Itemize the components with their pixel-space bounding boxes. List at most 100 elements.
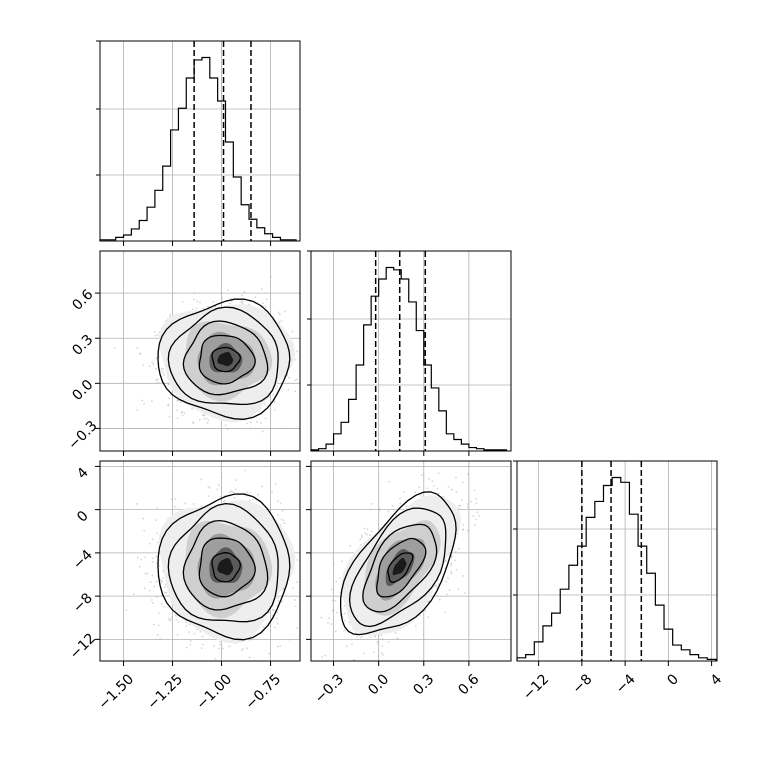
x-tick-label: 0.3 [410, 671, 437, 698]
sample-point [249, 427, 252, 430]
sample-point [373, 635, 376, 638]
sample-point [224, 424, 227, 427]
sample-point [276, 385, 279, 388]
sample-point [156, 541, 159, 544]
sample-point [152, 557, 155, 560]
sample-point [149, 581, 152, 584]
sample-point [188, 631, 191, 633]
sample-point [276, 617, 278, 620]
sample-point [308, 556, 310, 558]
sample-point [200, 647, 203, 650]
density-fill [392, 557, 407, 576]
sample-point [205, 417, 208, 420]
sample-point [183, 412, 186, 415]
sample-point [174, 505, 177, 508]
sample-point [177, 621, 180, 624]
density-panel-0 [113, 275, 303, 433]
density-panel-1 [125, 469, 310, 668]
histogram-0 [99, 56, 297, 241]
sample-point [418, 486, 421, 489]
sample-point [138, 565, 141, 568]
sample-point [431, 480, 434, 483]
sample-point [294, 599, 296, 601]
sample-point [274, 483, 277, 486]
sample-point [381, 637, 384, 640]
sample-point [327, 622, 329, 624]
sample-point [151, 538, 154, 541]
sample-point [244, 469, 247, 472]
sample-point [151, 602, 154, 604]
sample-point [366, 528, 369, 531]
sample-point [195, 307, 198, 310]
y-tick-label: 0.0 [69, 377, 96, 404]
sample-point [176, 634, 179, 636]
sample-point [356, 635, 358, 638]
sample-point [264, 305, 267, 308]
sample-point [288, 638, 291, 641]
sample-point [399, 497, 401, 500]
sample-point [294, 605, 297, 608]
sample-point [475, 498, 477, 500]
sample-point [437, 595, 439, 598]
sample-point [405, 505, 407, 508]
sample-point [151, 561, 154, 563]
sample-point [155, 367, 158, 370]
sample-point [301, 344, 303, 346]
sample-point [207, 485, 210, 488]
sample-point [280, 320, 283, 323]
sample-point [150, 400, 153, 402]
sample-point [201, 505, 203, 508]
sample-point [159, 638, 162, 640]
sample-point [230, 666, 232, 668]
sample-point [301, 386, 303, 388]
sample-point [234, 479, 237, 482]
sample-point [165, 591, 168, 594]
sample-point [321, 655, 323, 658]
sample-point [202, 643, 204, 646]
sample-point [278, 313, 281, 316]
sample-point [277, 311, 280, 314]
sample-point [168, 619, 171, 622]
sample-point [157, 381, 160, 384]
axes-frame [310, 460, 512, 662]
sample-point [403, 491, 406, 494]
sample-point [163, 591, 166, 594]
sample-point [438, 598, 441, 601]
sample-point [268, 652, 271, 655]
sample-point [230, 490, 233, 493]
contour-line [167, 502, 279, 623]
y-tick-label: −4 [70, 547, 96, 573]
sample-point [296, 350, 299, 353]
sample-point [276, 622, 279, 625]
sample-point [174, 614, 177, 617]
sample-point [272, 393, 275, 396]
sample-point [376, 641, 379, 643]
sample-point [366, 533, 368, 536]
sample-point [437, 472, 440, 475]
sample-point [450, 562, 453, 565]
sample-point [229, 491, 231, 493]
contour-line [182, 519, 269, 611]
sample-point [181, 300, 184, 303]
sample-point [220, 496, 222, 498]
contour-line [198, 537, 256, 598]
sample-point [446, 593, 449, 596]
sample-point [296, 581, 298, 584]
sample-point [136, 556, 139, 559]
axes-frame [99, 250, 301, 452]
sample-point [455, 490, 458, 493]
sample-point [193, 292, 196, 295]
sample-point [180, 411, 183, 414]
sample-point [444, 611, 447, 614]
sample-point [169, 618, 172, 621]
sample-point [370, 530, 373, 533]
sample-point [162, 371, 165, 374]
sample-point [262, 626, 265, 628]
sample-point [277, 597, 279, 600]
sample-point [450, 556, 453, 559]
sample-point [363, 527, 366, 530]
sample-point [436, 487, 439, 490]
sample-point [256, 493, 259, 496]
contour-line [376, 537, 427, 598]
sample-point [455, 569, 458, 571]
